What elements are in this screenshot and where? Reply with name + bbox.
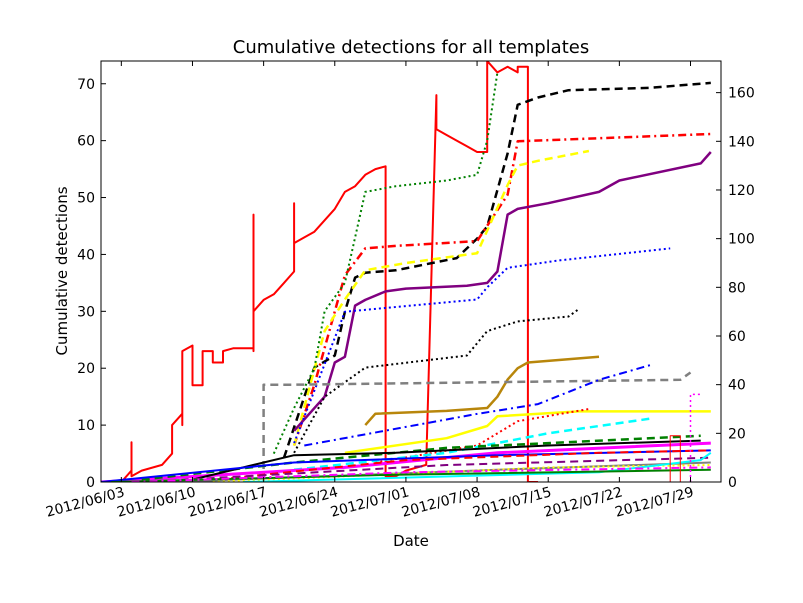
y2-tick-label: 40 xyxy=(728,378,746,394)
y-tick-label: 0 xyxy=(86,475,95,491)
series-line-15 xyxy=(101,441,711,482)
y-tick-label: 40 xyxy=(77,247,95,263)
series-line-4 xyxy=(292,149,590,446)
series-line-6 xyxy=(272,72,499,455)
y2-tick-label: 80 xyxy=(728,280,746,296)
plot-frame xyxy=(100,60,722,483)
series-line-7 xyxy=(293,247,671,444)
series-line-23 xyxy=(243,451,712,482)
series-line-5 xyxy=(293,151,712,432)
y2-tick-label: 140 xyxy=(728,134,755,150)
series-line-1 xyxy=(101,61,538,482)
y-axis-right: 0 20 40 60 80 100 120 140 160 xyxy=(716,86,755,491)
series-line-26 xyxy=(669,435,681,482)
series-line-12 xyxy=(344,410,711,455)
y-tick-label: 70 xyxy=(77,77,95,93)
y-tick-label: 10 xyxy=(77,418,95,434)
series-line-11 xyxy=(304,364,651,447)
y-axis-left: 0 10 20 30 40 50 60 70 xyxy=(77,77,106,491)
plot-area xyxy=(100,60,722,483)
y-axis-label: Cumulative detections xyxy=(53,186,71,355)
series-line-2 xyxy=(282,81,711,459)
series-line-18 xyxy=(101,449,711,482)
y-tick-label: 50 xyxy=(77,191,95,207)
series-line-3 xyxy=(292,132,711,446)
y2-tick-label: 20 xyxy=(728,426,746,442)
y-tick-label: 20 xyxy=(77,361,95,377)
series-line-19 xyxy=(192,449,711,482)
x-axis-label: Date xyxy=(393,532,429,550)
series-line-16 xyxy=(141,434,701,481)
series-line-17 xyxy=(192,439,701,481)
y-tick-label: 30 xyxy=(77,304,95,320)
y2-tick-label: 100 xyxy=(728,232,755,248)
y-tick-label: 60 xyxy=(77,134,95,150)
y2-tick-label: 60 xyxy=(728,329,746,345)
y2-tick-label: 0 xyxy=(728,475,737,491)
series-line-20 xyxy=(141,456,711,482)
chart-title: Cumulative detections for all templates xyxy=(233,37,589,58)
series-layer xyxy=(101,61,712,482)
y2-tick-label: 160 xyxy=(728,86,755,102)
series-line-25 xyxy=(131,466,711,482)
y2-tick-label: 120 xyxy=(728,183,755,199)
series-line-9 xyxy=(364,355,600,426)
